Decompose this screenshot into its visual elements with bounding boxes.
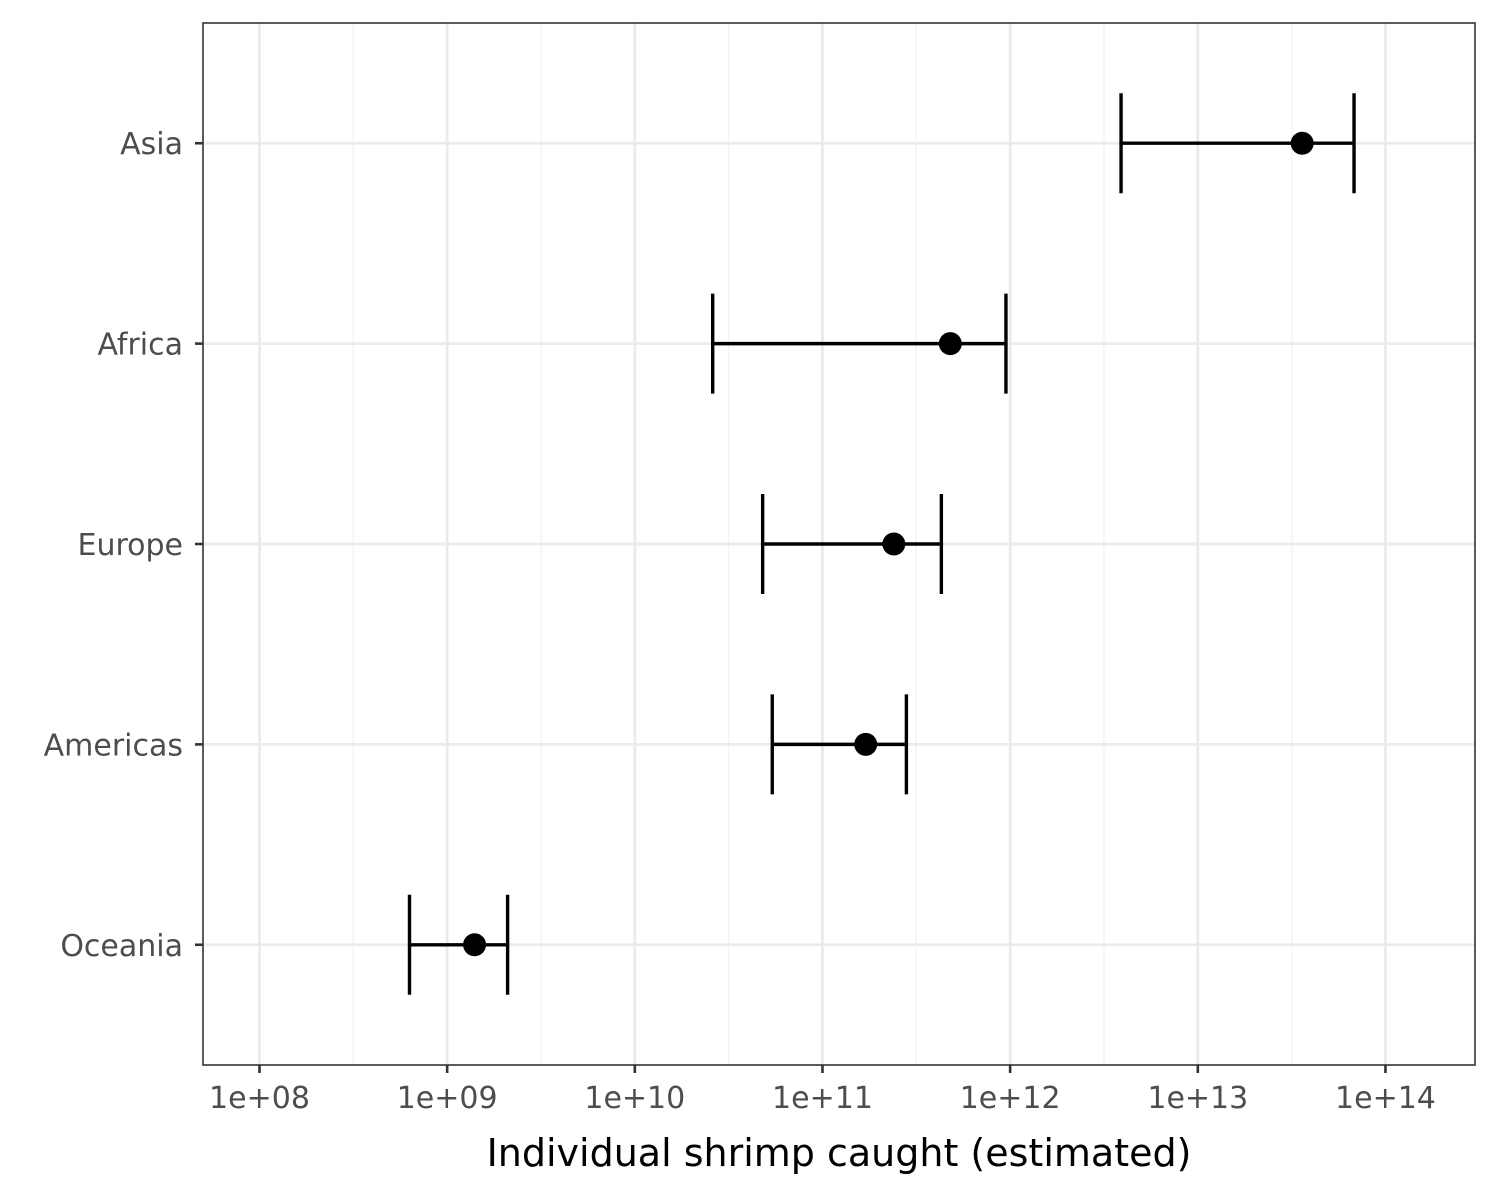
- data-point: [938, 332, 962, 356]
- y-tick-label: Africa: [97, 328, 183, 363]
- x-tick-label: 1e+14: [1335, 1081, 1436, 1116]
- y-tick-label: Oceania: [60, 929, 183, 964]
- x-tick-label: 1e+10: [584, 1081, 685, 1116]
- points: [463, 131, 1314, 957]
- x-tick-label: 1e+09: [397, 1081, 498, 1116]
- x-tick-label: 1e+11: [772, 1081, 873, 1116]
- data-point: [854, 732, 878, 756]
- x-tick-label: 1e+12: [960, 1081, 1061, 1116]
- x-axis-title: Individual shrimp caught (estimated): [487, 1131, 1192, 1175]
- y-tick-label: Europe: [78, 528, 184, 563]
- x-tick-label: 1e+13: [1147, 1081, 1248, 1116]
- y-axis: Asia Africa Europe Americas Oceania: [44, 127, 203, 964]
- data-point: [463, 933, 487, 957]
- y-tick-label: Asia: [120, 127, 183, 162]
- y-tick-label: Americas: [44, 728, 183, 763]
- data-point: [882, 532, 906, 556]
- data-point: [1290, 131, 1314, 155]
- x-tick-label: 1e+08: [209, 1081, 310, 1116]
- x-axis: 1e+08 1e+09 1e+10 1e+11 1e+12 1e+13 1e+14: [209, 1065, 1436, 1116]
